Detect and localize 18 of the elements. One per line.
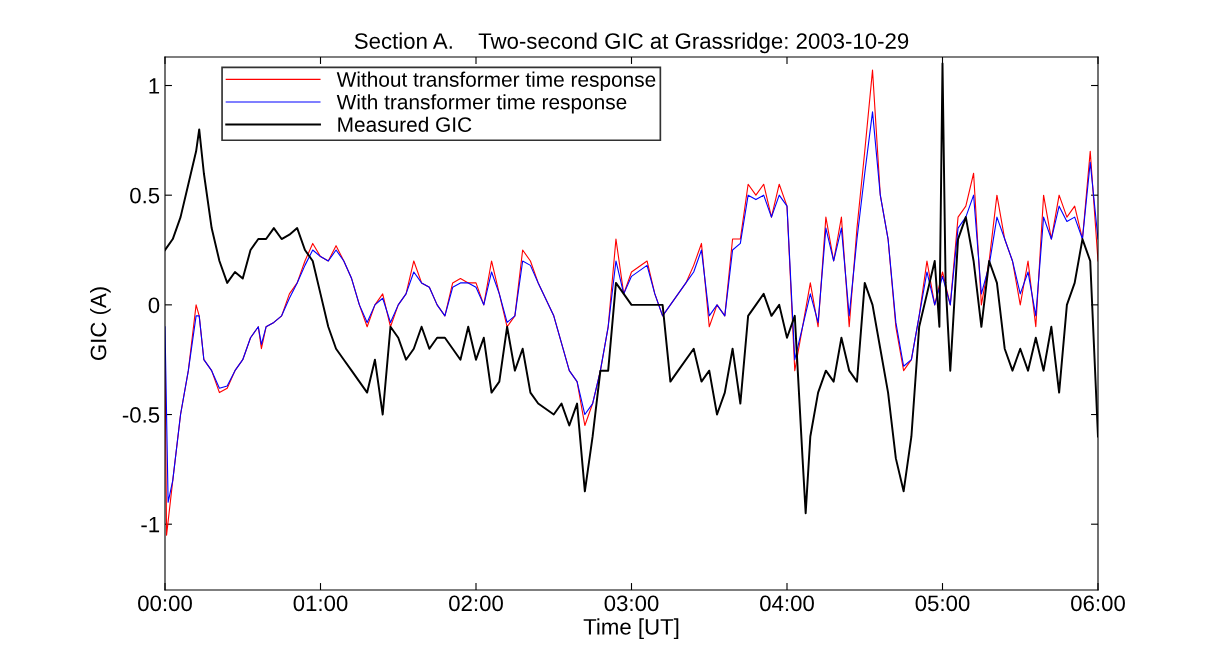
x-tick-label: 02:00 [449,595,503,612]
x-tick-label: 05:00 [915,595,970,612]
chart-title: Section A. Two-second GIC at Grassridge: 2003-10-29 [354,32,909,54]
x-tick-label: 01:00 [293,595,348,612]
legend-label: Measured GIC [338,116,472,132]
x-axis-title: Time [UT] [583,618,679,640]
y-tick-label: -1 [141,516,160,533]
x-tick-label: 06:00 [1071,595,1125,612]
x-tick-label: 04:00 [760,595,814,612]
y-tick-label: -0.5 [122,407,160,423]
y-tick-label: 0.5 [130,187,160,204]
x-tick-label: 03:00 [604,595,659,612]
legend-label: Without transformer time response [336,71,656,91]
y-axis-title: GIC (A) [90,287,111,361]
legend-label: With transformer time response [336,94,627,114]
x-tick-label: 00:00 [138,595,192,612]
y-tick-label: 1 [149,78,160,94]
y-tick-label: 0 [148,297,160,314]
